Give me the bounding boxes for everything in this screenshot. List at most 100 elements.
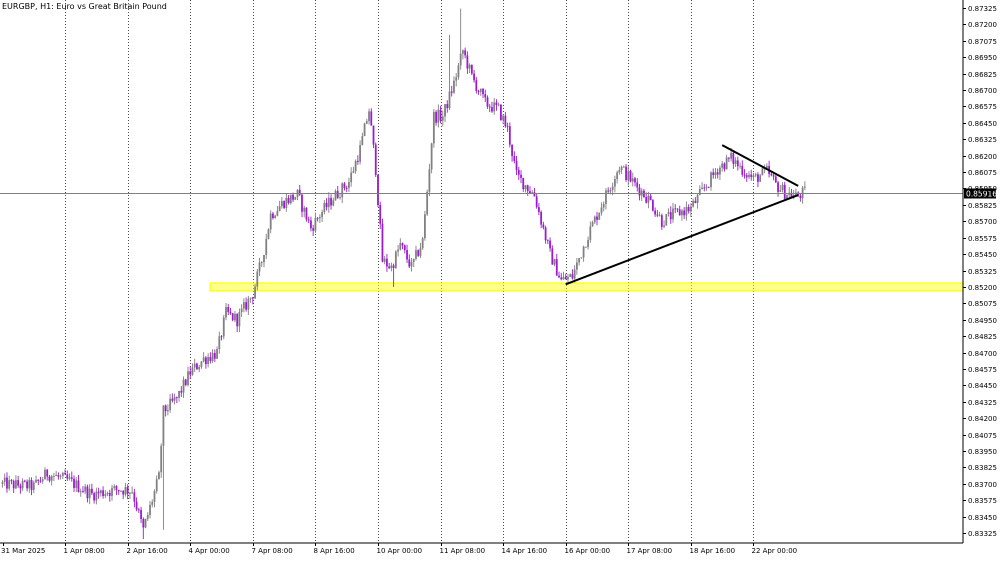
candle-body (759, 175, 762, 182)
candle-body (674, 208, 677, 210)
candle-body (497, 104, 500, 106)
candle-body (352, 171, 355, 173)
price-tick-label: 0.86825 (968, 71, 997, 79)
price-tick-label: 0.83325 (968, 530, 997, 538)
candle-body (184, 379, 187, 385)
candle-body (408, 259, 411, 267)
candle-body (73, 478, 75, 488)
candle-body (605, 190, 607, 204)
candle-body (705, 186, 708, 188)
trendlines-layer (565, 144, 799, 286)
candle-body (263, 255, 265, 263)
candle-body (102, 490, 104, 496)
candle-body (609, 190, 612, 192)
candle-body (622, 166, 625, 168)
candle-body (723, 163, 726, 170)
candle-body (6, 477, 8, 489)
price-tick-label: 0.85075 (968, 300, 997, 308)
candle-body (265, 238, 268, 256)
candle-body (446, 104, 449, 109)
candle-body (365, 121, 368, 124)
candle-body (701, 187, 703, 190)
candle-body (468, 64, 471, 69)
candle-body (84, 486, 87, 492)
candle-body (801, 187, 804, 199)
candle-body (142, 519, 145, 528)
candle-body (82, 491, 84, 493)
candle-body (721, 163, 724, 168)
current-price-badge (964, 188, 996, 199)
candle-body (32, 482, 35, 490)
candle-body (48, 476, 51, 481)
trendline (721, 144, 799, 187)
candle-body (591, 222, 594, 227)
candle-body (104, 494, 107, 496)
candle-body (117, 489, 120, 492)
candle-body (511, 144, 513, 156)
candle-body (448, 91, 451, 109)
candle-body (330, 197, 332, 206)
price-tick-label: 0.86700 (968, 87, 997, 95)
price-tick-label: 0.87325 (968, 5, 997, 13)
candle-body (681, 210, 683, 216)
candle-body (761, 168, 764, 176)
candle-body (757, 174, 759, 182)
candle-body (613, 179, 616, 187)
candle-body (392, 265, 395, 268)
candle-body (430, 143, 433, 170)
candle-body (44, 469, 46, 480)
candle-body (173, 397, 176, 401)
candle-body (79, 491, 82, 493)
candle-body (618, 169, 621, 173)
price-tick-label: 0.83575 (968, 497, 997, 505)
price-tick-label: 0.85325 (968, 268, 997, 276)
price-tick-label: 0.83700 (968, 481, 997, 489)
candle-body (155, 479, 158, 492)
candle-body (140, 509, 142, 520)
candle-body (450, 91, 453, 93)
candle-body (437, 109, 440, 123)
candle-body (544, 227, 547, 241)
candle-body (28, 479, 31, 489)
candle-body (529, 191, 531, 194)
candle-body (732, 152, 735, 164)
price-tick-label: 0.85200 (968, 284, 997, 292)
candle-body (200, 361, 203, 367)
candle-body (502, 115, 505, 121)
candle-body (97, 491, 100, 494)
candle-body (3, 477, 6, 482)
time-tick-label: 18 Apr 16:00 (690, 547, 736, 555)
candle-body (12, 480, 15, 489)
candle-body (491, 107, 493, 112)
candle-body (10, 480, 13, 481)
candle-body (631, 178, 634, 182)
candle-body (779, 190, 782, 192)
candle-body (515, 160, 518, 170)
candle-body (274, 215, 277, 219)
price-tick-label: 0.86075 (968, 169, 997, 177)
candle-body (488, 106, 491, 108)
time-tick-label: 17 Apr 08:00 (627, 547, 673, 555)
candle-body (276, 211, 279, 216)
candle-body (254, 286, 256, 299)
candle-body (21, 480, 24, 489)
candle-body (687, 207, 690, 212)
candle-body (549, 240, 551, 249)
candle-body (743, 174, 746, 176)
candle-body (332, 200, 335, 206)
symbol-title: EURGBP, H1: Euro vs Great Britain Pound (2, 2, 167, 11)
candle-body (207, 356, 210, 365)
candle-body (484, 94, 487, 98)
candle-body (774, 176, 777, 183)
candle-body (551, 248, 554, 265)
candle-body (638, 187, 641, 196)
candles-layer (1, 8, 806, 540)
candle-body (564, 277, 567, 280)
candle-body (193, 363, 196, 368)
candle-body (479, 88, 482, 92)
candle-body (108, 492, 111, 496)
candle-body (522, 177, 525, 190)
candle-body (531, 192, 534, 194)
